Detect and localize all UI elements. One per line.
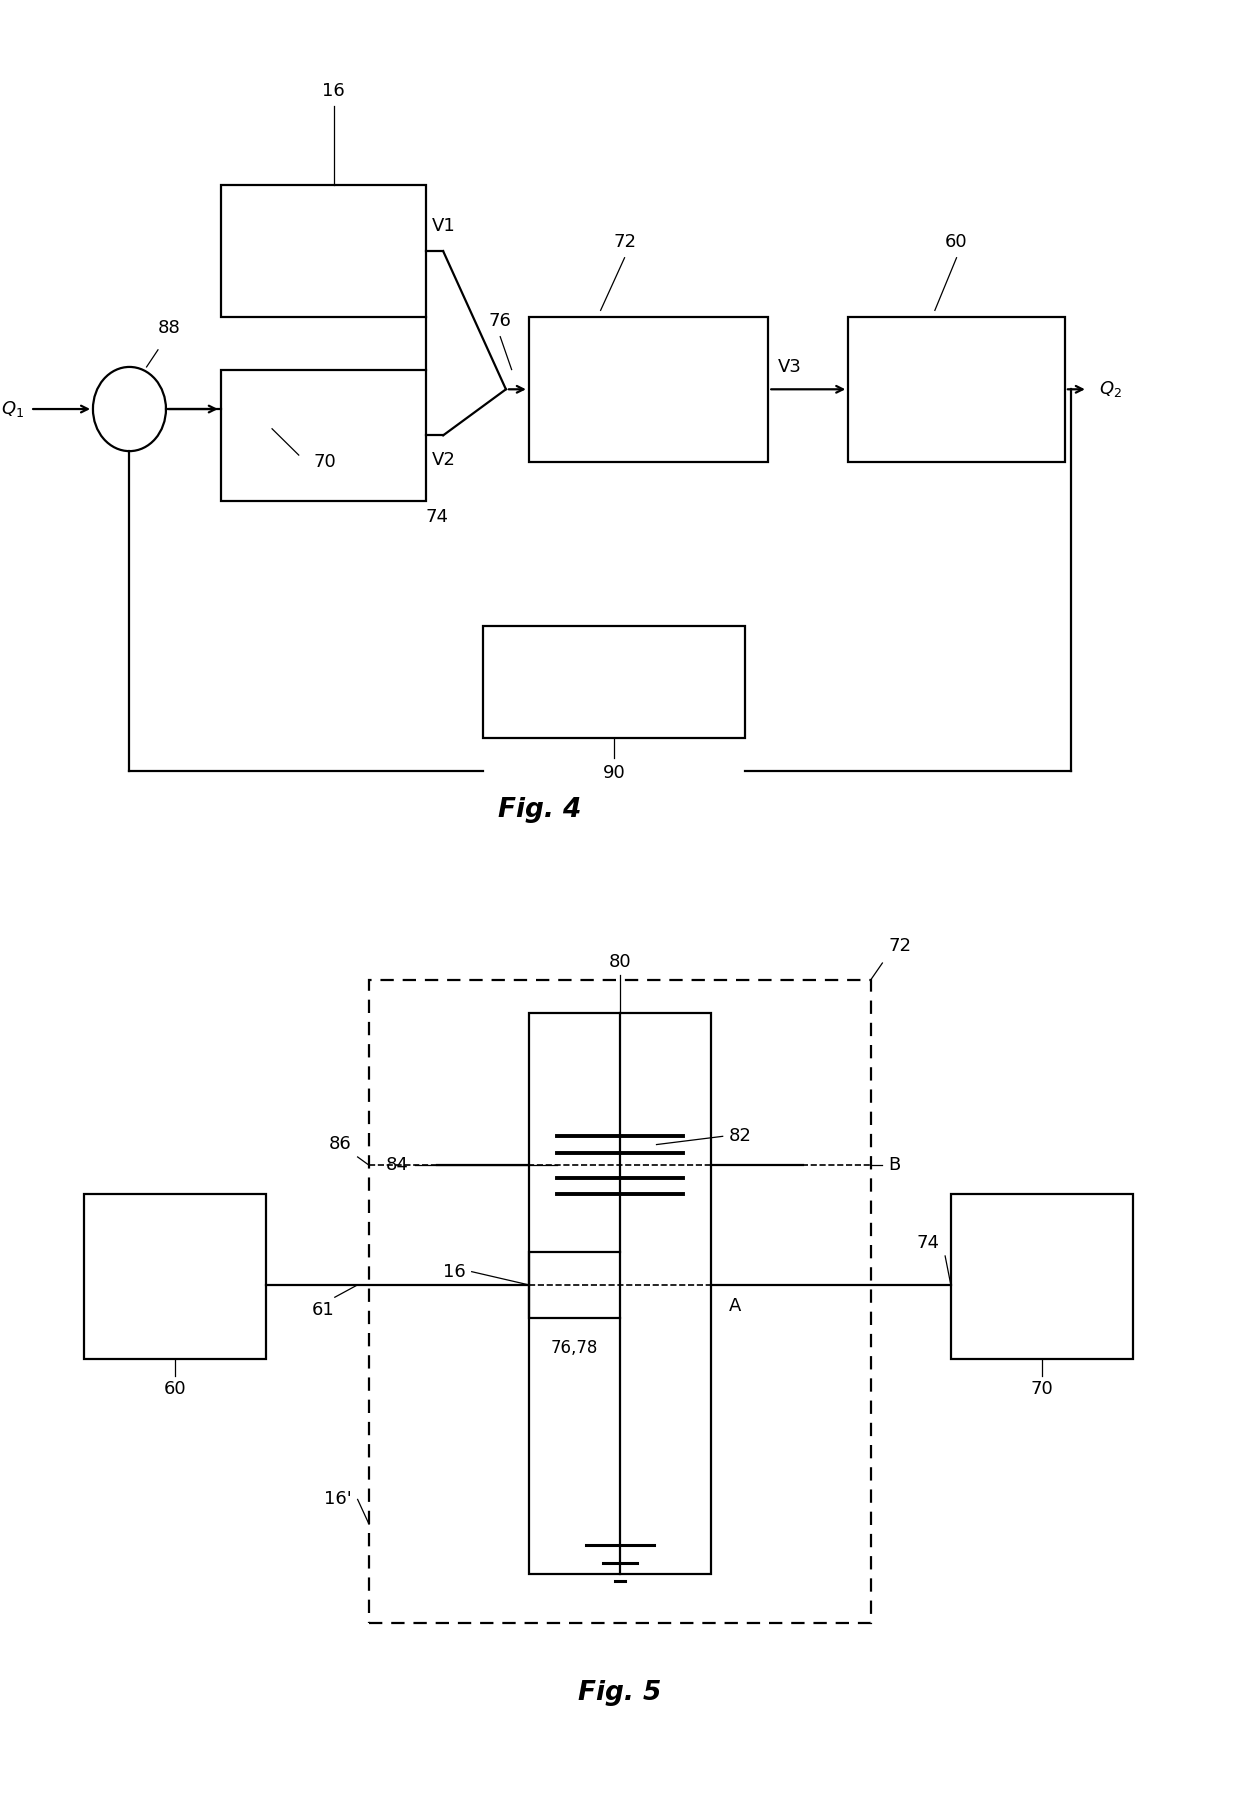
Text: 76: 76 — [489, 312, 512, 330]
Text: 76,78: 76,78 — [551, 1338, 598, 1356]
Text: A: A — [728, 1297, 740, 1315]
Bar — [221, 185, 427, 318]
Text: $Q_2$: $Q_2$ — [1099, 379, 1122, 400]
Text: 88: 88 — [157, 319, 181, 337]
Text: 74: 74 — [427, 508, 449, 526]
Text: 74: 74 — [916, 1234, 940, 1252]
Bar — [528, 318, 769, 461]
Text: 84: 84 — [386, 1155, 409, 1175]
Bar — [221, 370, 427, 501]
Bar — [84, 1195, 267, 1360]
Text: 82: 82 — [728, 1127, 751, 1145]
Bar — [528, 1252, 620, 1319]
Text: 16: 16 — [322, 83, 345, 100]
Bar — [528, 1012, 712, 1573]
Text: B: B — [888, 1155, 900, 1175]
Text: 80: 80 — [609, 953, 631, 971]
Text: 72: 72 — [613, 233, 636, 251]
Text: V3: V3 — [777, 359, 801, 377]
Text: 16': 16' — [324, 1491, 352, 1509]
Text: 16: 16 — [443, 1263, 466, 1281]
Text: 61: 61 — [312, 1301, 335, 1319]
Text: 70: 70 — [1030, 1380, 1054, 1398]
Text: Fig. 5: Fig. 5 — [578, 1681, 662, 1706]
Text: $Q_1$: $Q_1$ — [1, 398, 25, 420]
Bar — [951, 1195, 1133, 1360]
Text: 86: 86 — [329, 1136, 352, 1154]
Text: 72: 72 — [888, 936, 911, 954]
Bar — [484, 626, 745, 737]
Text: V2: V2 — [432, 450, 455, 470]
Text: 90: 90 — [603, 764, 626, 782]
Text: V1: V1 — [432, 217, 455, 235]
Text: Fig. 4: Fig. 4 — [498, 797, 582, 823]
Bar — [848, 318, 1065, 461]
Text: 60: 60 — [945, 233, 968, 251]
Text: 60: 60 — [164, 1380, 186, 1398]
Bar — [370, 980, 870, 1624]
Text: 70: 70 — [314, 452, 336, 470]
